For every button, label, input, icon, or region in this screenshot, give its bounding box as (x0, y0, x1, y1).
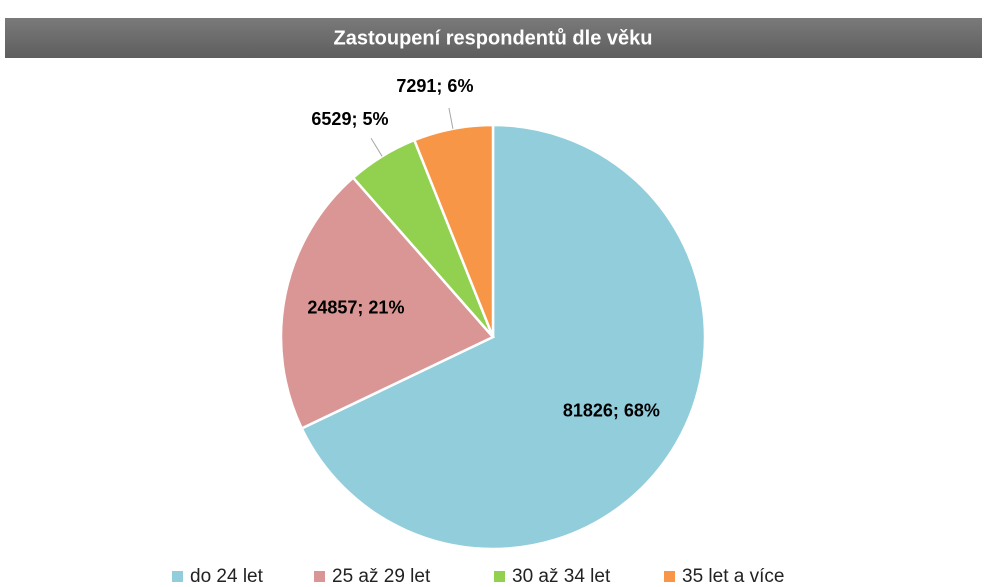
legend-label: 30 až 34 let (512, 566, 611, 587)
pie-slice (300, 123, 707, 551)
data-label: 24857; 21% (307, 298, 404, 318)
pie-slice (279, 175, 496, 431)
title-bar (5, 18, 982, 58)
legend-swatch (494, 571, 505, 582)
legend-label: 35 let a více (682, 566, 784, 587)
data-label: 81826; 68% (563, 400, 660, 420)
legend-label: do 24 let (190, 566, 264, 587)
leader-line (448, 107, 454, 129)
leader-line (370, 137, 383, 157)
legend-swatch (664, 571, 675, 582)
pie-slice (412, 123, 495, 338)
data-label: 6529; 5% (311, 109, 388, 129)
legend-swatch (314, 571, 325, 582)
legend-swatch (172, 571, 183, 582)
data-label: 7291; 6% (396, 76, 473, 96)
chart-title: Zastoupení respondentů dle věku (334, 27, 653, 49)
legend-label: 25 až 29 let (332, 566, 431, 587)
